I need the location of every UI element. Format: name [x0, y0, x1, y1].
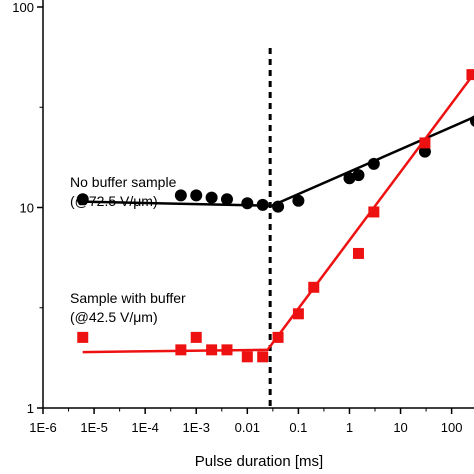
annotation-0-line: (@72.5 V/μm)	[70, 193, 158, 209]
annotation-1-line: (@42.5 V/μm)	[70, 309, 158, 325]
series-0-point	[470, 115, 474, 127]
x-tick-label: 0.1	[289, 420, 307, 435]
series-0-point	[367, 157, 380, 170]
axes: 1E-6 1E-5 1E-4 1E-3 0.01 0.1 1 10 100 1 10 100	[12, 0, 474, 435]
series-0-point	[190, 189, 203, 202]
series-0-point	[352, 169, 365, 182]
x-tick-label: 100	[441, 420, 463, 435]
x-tick-label: 1E-3	[183, 420, 210, 435]
series-1-point	[206, 344, 218, 356]
series-0-point	[292, 194, 305, 207]
series-0-point	[174, 189, 187, 202]
series-1-point	[77, 331, 89, 343]
series-1-point	[241, 351, 253, 363]
series-1-point	[292, 308, 304, 320]
series-1-point	[272, 331, 284, 343]
series-1-point	[221, 344, 233, 356]
x-tick-label: 1	[346, 420, 353, 435]
series-1-point	[257, 351, 269, 363]
series-1-point	[466, 69, 474, 81]
y-tick-label: 1	[27, 401, 34, 416]
series-1-point	[368, 206, 380, 218]
y-tick-label: 100	[12, 0, 34, 15]
series-0-point	[205, 191, 218, 204]
series-0-point	[241, 197, 254, 210]
x-tick-label: 1E-5	[80, 420, 107, 435]
x-tick-label: 1E-4	[131, 420, 158, 435]
series-0-fit-line	[82, 115, 474, 208]
series-0-point	[76, 193, 89, 206]
annotations: No buffer sample (@72.5 V/μm) Sample with …	[70, 174, 186, 325]
plot-area	[82, 48, 474, 406]
series-1-point	[419, 137, 431, 149]
x-axis-title: Pulse duration [ms]	[195, 453, 323, 470]
annotation-0-line: No buffer sample	[70, 174, 177, 190]
series-0-point	[418, 145, 431, 158]
y-tick-label: 10	[20, 201, 34, 216]
data-marks	[76, 69, 474, 363]
series-1-fit-line	[82, 71, 474, 354]
series-1-point	[175, 344, 187, 356]
series-0-point	[272, 200, 285, 213]
x-tick-label: 1E-6	[29, 420, 56, 435]
series-1-point	[352, 247, 364, 259]
series-0-point	[256, 198, 269, 211]
annotation-1-line: Sample with buffer	[70, 290, 186, 306]
x-tick-label: 10	[393, 420, 407, 435]
series-0-point	[220, 193, 233, 206]
x-tick-label: 0.01	[235, 420, 260, 435]
series-1-point	[308, 281, 320, 293]
series-1-point	[190, 331, 202, 343]
